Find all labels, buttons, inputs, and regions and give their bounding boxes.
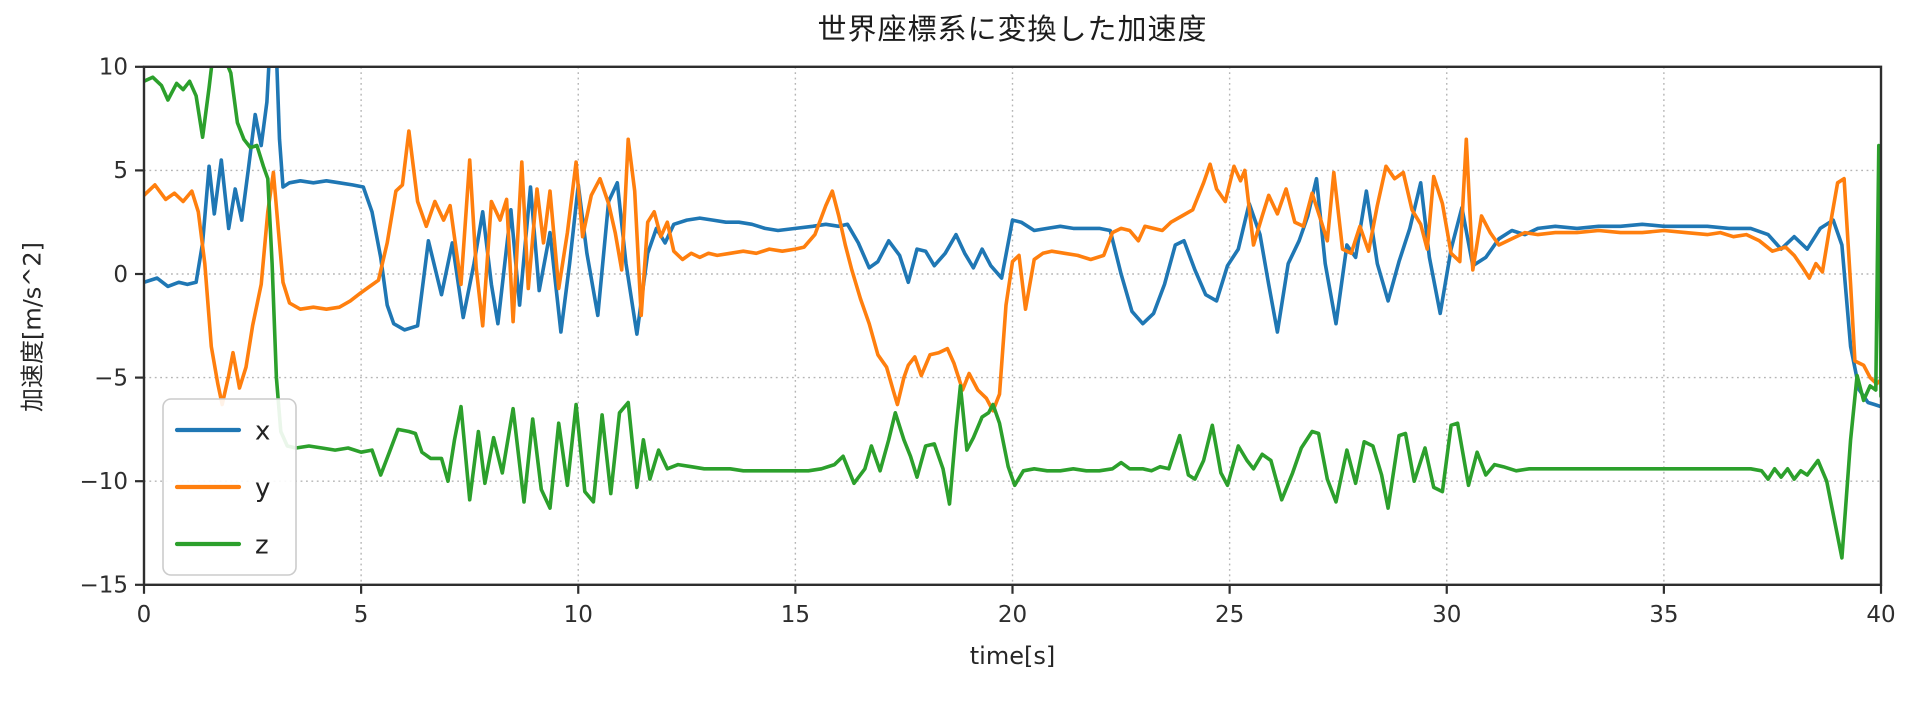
y-tick-label: 0 <box>113 262 128 288</box>
legend-item-x: x <box>174 416 270 446</box>
legend-item-y: y <box>174 473 270 503</box>
y-tick-label: 5 <box>113 158 128 184</box>
legend-item-z: z <box>174 530 269 560</box>
x-tick-label: 40 <box>1866 602 1895 628</box>
x-tick-label: 5 <box>354 602 369 628</box>
tick-marks <box>135 65 1883 594</box>
x-tick-label: 35 <box>1649 602 1678 628</box>
x-tick-label: 0 <box>137 602 152 628</box>
chart-title: 世界座標系に変換した加速度 <box>817 12 1208 46</box>
legend: xyz <box>162 398 297 576</box>
series-group <box>144 66 1881 560</box>
x-tick-label: 25 <box>1215 602 1244 628</box>
y-tick-label: −5 <box>94 365 128 391</box>
x-tick-label: 10 <box>564 602 593 628</box>
x-tick-label: 30 <box>1432 602 1461 628</box>
y-tick-label: −15 <box>79 573 128 599</box>
series-line-y <box>144 129 1881 413</box>
y-tick-label: 10 <box>99 55 128 81</box>
legend-label-z: z <box>255 530 269 560</box>
y-axis-label: 加速度[m/s^2] <box>18 241 47 413</box>
series-line-z <box>144 66 1881 560</box>
y-tick-label: −10 <box>79 469 128 495</box>
series-line-x <box>144 66 1881 409</box>
x-tick-label: 20 <box>998 602 1027 628</box>
x-axis-label: time[s] <box>969 642 1056 670</box>
tick-labels: 0 5 10 15 20 25 30 35 40 10 5 0 −5 −10 −15 <box>79 55 1895 628</box>
legend-label-x: x <box>255 416 270 446</box>
legend-label-y: y <box>255 473 270 503</box>
x-tick-label: 15 <box>781 602 810 628</box>
